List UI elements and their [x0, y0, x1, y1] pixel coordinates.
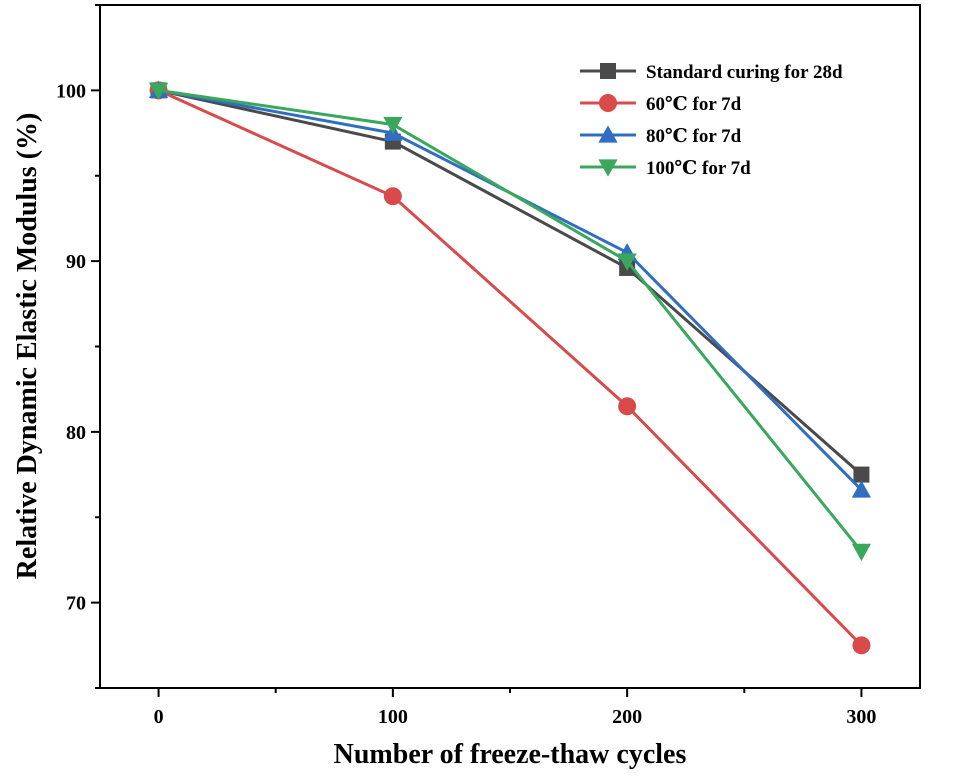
- legend-label: 100℃ for 7d: [646, 158, 751, 179]
- data-point: [148, 82, 169, 100]
- plot-frame: [99, 4, 921, 689]
- series-line: [158, 88, 863, 476]
- series-line: [157, 89, 863, 647]
- series: [150, 82, 870, 483]
- y-axis-title: Relative Dynamic Elastic Modulus (%): [12, 113, 43, 580]
- data-point: [852, 636, 871, 655]
- y-tick-label: 70: [66, 593, 86, 615]
- y-tick-label: 90: [66, 251, 86, 273]
- y-tick-label: 80: [66, 422, 86, 444]
- series-line: [158, 88, 863, 553]
- data-point: [383, 187, 402, 206]
- x-tick-label: 200: [612, 706, 642, 728]
- legend: Standard curing for 28d 60℃ for 7d 80℃ for…: [580, 62, 843, 179]
- series: [148, 82, 872, 561]
- legend-label: Standard curing for 28d: [646, 62, 843, 83]
- x-tick-label: 100: [378, 706, 408, 728]
- data-point: [617, 253, 637, 271]
- data-point: [853, 466, 870, 483]
- data-point: [383, 116, 403, 135]
- data-point: [618, 397, 637, 416]
- legend-label: 80℃ for 7d: [646, 126, 742, 147]
- legend-entry: Standard curing for 28d: [580, 62, 843, 83]
- series: [148, 80, 872, 498]
- x-tick-label: 0: [154, 706, 164, 728]
- data-point: [600, 63, 616, 79]
- data-point: [598, 159, 618, 177]
- series: [149, 81, 871, 655]
- legend-label: 60℃ for 7d: [646, 94, 742, 115]
- y-tick-label: 100: [56, 80, 86, 102]
- data-point: [599, 94, 617, 112]
- legend-entry: 80℃ for 7d: [580, 125, 742, 147]
- x-tick-label: 300: [846, 706, 876, 728]
- data-point: [851, 543, 872, 561]
- legend-entry: 60℃ for 7d: [580, 94, 742, 115]
- data-point: [851, 480, 872, 498]
- x-axis-title: Number of freeze-thaw cycles: [334, 739, 687, 770]
- series-group: [148, 80, 872, 655]
- axis-ticks: 0 100 200 300 70 80 90 100: [56, 4, 876, 728]
- legend-entry: 100℃ for 7d: [580, 158, 751, 179]
- series-line: [158, 88, 863, 491]
- data-point: [598, 125, 618, 143]
